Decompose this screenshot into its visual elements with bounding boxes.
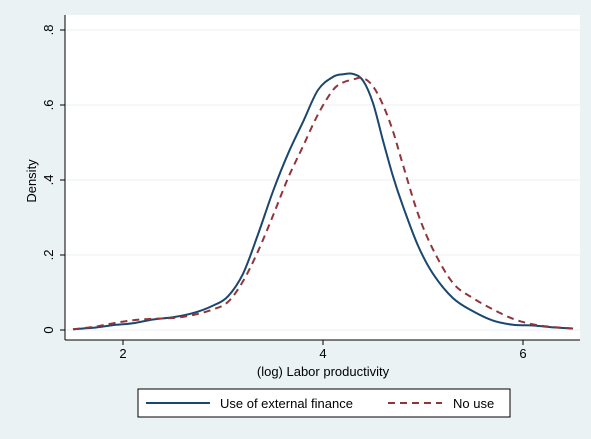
x-tick-label: 2 bbox=[119, 346, 126, 361]
series-line-no-use bbox=[72, 76, 574, 331]
legend-label-external-finance: Use of external finance bbox=[220, 396, 353, 411]
y-tick-label: 0 bbox=[41, 326, 56, 333]
legend-label-no-use: No use bbox=[453, 396, 494, 411]
series-group bbox=[72, 72, 574, 331]
x-axis: 2 4 6 bbox=[65, 339, 580, 361]
legend: Use of external finance No use bbox=[137, 388, 511, 418]
x-axis-label: (log) Labor productivity bbox=[257, 364, 390, 379]
y-tick-label: .8 bbox=[41, 25, 56, 36]
y-tick-label: .6 bbox=[41, 100, 56, 111]
gridlines bbox=[65, 29, 580, 331]
y-tick-label: .2 bbox=[41, 250, 56, 261]
y-axis-label: Density bbox=[24, 159, 39, 203]
plot-area bbox=[65, 15, 580, 340]
y-tick-label: .4 bbox=[41, 175, 56, 186]
x-tick-label: 6 bbox=[519, 346, 526, 361]
x-tick-label: 4 bbox=[319, 346, 326, 361]
y-axis: 0 .2 .4 .6 .8 bbox=[41, 15, 66, 340]
